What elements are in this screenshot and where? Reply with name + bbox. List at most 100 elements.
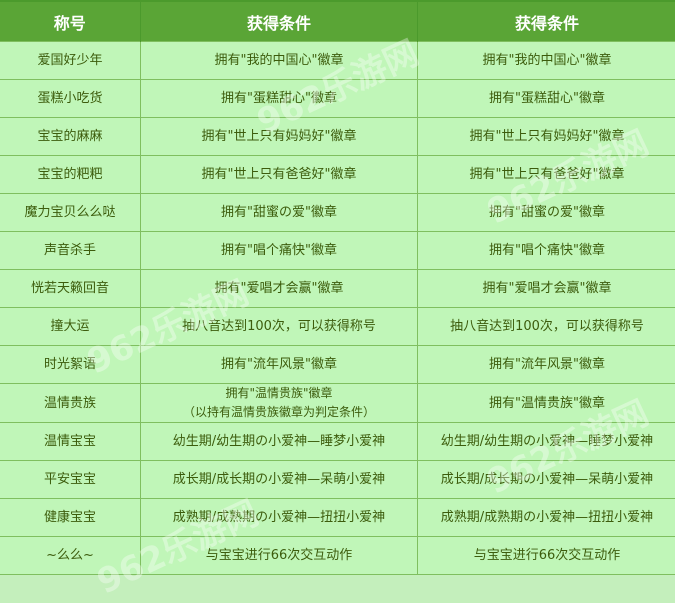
condition-cell: 拥有"温情贵族"徽章 （以持有温情贵族徽章为判定条件） (141, 384, 418, 423)
condition-cell: 拥有"温情贵族"徽章 (418, 384, 675, 423)
title-cell-text: 恍若天籁回音 (31, 281, 109, 296)
condition-cell-text: 幼生期/幼生期の小爱神—睡梦小爱神 (441, 434, 653, 449)
condition-cell-text: 与宝宝进行66次交互动作 (206, 548, 353, 563)
condition-cell: 拥有"流年风景"徽章 (418, 346, 675, 384)
title-cell: 时光絮语 (0, 346, 141, 384)
header-title: 称号 (0, 1, 141, 42)
table-row: 宝宝的麻麻 拥有"世上只有妈妈好"徽章 拥有"世上只有妈妈好"徽章 (0, 118, 675, 156)
condition-cell-text: 拥有"流年风景"徽章 (221, 357, 337, 372)
condition-cell: 拥有"流年风景"徽章 (141, 346, 418, 384)
header-row: 称号 获得条件 获得条件 (0, 1, 675, 42)
header-condition: 获得条件 (418, 1, 675, 42)
condition-cell-text: 拥有"蛋糕甜心"徽章 (221, 91, 337, 106)
condition-cell: 拥有"世上只有妈妈好"徽章 (141, 118, 418, 156)
condition-cell-text: 拥有"温情贵族"徽章 (489, 396, 605, 411)
title-cell: 撞大运 (0, 308, 141, 346)
condition-cell: 成熟期/成熟期の小爱神—扭扭小爱神 (418, 499, 675, 537)
condition-cell: 拥有"甜蜜の爱"徽章 (141, 194, 418, 232)
condition-cell-text: 成熟期/成熟期の小爱神—扭扭小爱神 (173, 510, 385, 525)
table-row: 温情贵族 拥有"温情贵族"徽章 （以持有温情贵族徽章为判定条件） 拥有"温情贵族"徽章 (0, 384, 675, 423)
title-cell: 爱国好少年 (0, 42, 141, 80)
header-condition: 获得条件 (141, 1, 418, 42)
condition-cell-text: 拥有"世上只有爸爸好"徽章 (470, 167, 625, 182)
condition-cell-text: 拥有"甜蜜の爱"徽章 (221, 205, 337, 220)
condition-cell: 抽八音达到100次，可以获得称号 (418, 308, 675, 346)
title-cell: 恍若天籁回音 (0, 270, 141, 308)
condition-cell-text: 拥有"世上只有妈妈好"徽章 (202, 129, 357, 144)
title-cell-text: ~么么~ (46, 548, 94, 563)
condition-cell: 拥有"我的中国心"徽章 (418, 42, 675, 80)
condition-cell-text: 成长期/成长期の小爱神—呆萌小爱神 (173, 472, 385, 487)
condition-cell-text: 拥有"我的中国心"徽章 (483, 53, 612, 68)
title-cell: 宝宝的粑粑 (0, 156, 141, 194)
condition-cell: 拥有"世上只有爸爸好"徽章 (141, 156, 418, 194)
condition-cell: 成熟期/成熟期の小爱神—扭扭小爱神 (141, 499, 418, 537)
condition-cell-text: 成熟期/成熟期の小爱神—扭扭小爱神 (441, 510, 653, 525)
title-cell: 蛋糕小吃货 (0, 80, 141, 118)
condition-cell-text: 拥有"爱唱才会赢"徽章 (483, 281, 612, 296)
table-row: 平安宝宝 成长期/成长期の小爱神—呆萌小爱神 成长期/成长期の小爱神—呆萌小爱神 (0, 461, 675, 499)
condition-cell: 成长期/成长期の小爱神—呆萌小爱神 (418, 461, 675, 499)
title-cell-text: 平安宝宝 (44, 472, 96, 487)
title-cell: 温情贵族 (0, 384, 141, 423)
condition-cell: 与宝宝进行66次交互动作 (418, 537, 675, 575)
condition-cell: 抽八音达到100次，可以获得称号 (141, 308, 418, 346)
table-row: 撞大运 抽八音达到100次，可以获得称号 抽八音达到100次，可以获得称号 (0, 308, 675, 346)
condition-cell: 拥有"爱唱才会赢"徽章 (141, 270, 418, 308)
table-row: 健康宝宝 成熟期/成熟期の小爱神—扭扭小爱神 成熟期/成熟期の小爱神—扭扭小爱神 (0, 499, 675, 537)
condition-cell: 幼生期/幼生期の小爱神—睡梦小爱神 (141, 423, 418, 461)
condition-cell-text: 拥有"我的中国心"徽章 (215, 53, 344, 68)
table-row: 时光絮语 拥有"流年风景"徽章 拥有"流年风景"徽章 (0, 346, 675, 384)
title-cell-text: 温情贵族 (44, 396, 96, 411)
condition-cell: 拥有"唱个痛快"徽章 (418, 232, 675, 270)
table-row: 恍若天籁回音 拥有"爱唱才会赢"徽章 拥有"爱唱才会赢"徽章 (0, 270, 675, 308)
condition-cell: 拥有"我的中国心"徽章 (141, 42, 418, 80)
table-row: 魔力宝贝么么哒拥有"甜蜜の爱"徽章拥有"甜蜜の爱"徽章 (0, 194, 675, 232)
title-cell-text: 宝宝的粑粑 (37, 167, 102, 182)
title-conditions-table: 称号 获得条件 获得条件 爱国好少年 拥有"我的中国心"徽章 拥有"我的中国心"徽章… (0, 0, 675, 575)
condition-cell-text: 与宝宝进行66次交互动作 (474, 548, 621, 563)
condition-note: （以持有温情贵族徽章为判定条件） (183, 405, 375, 419)
title-cell-text: 声音杀手 (44, 243, 96, 258)
table-row: 声音杀手 拥有"唱个痛快"徽章 拥有"唱个痛快"徽章 (0, 232, 675, 270)
title-cell: ~么么~ (0, 537, 141, 575)
title-cell-text: 魔力宝贝么么哒 (24, 205, 115, 220)
condition-cell-text: 抽八音达到100次，可以获得称号 (450, 319, 644, 334)
condition-cell-text: 拥有"世上只有妈妈好"徽章 (470, 129, 625, 144)
condition-cell: 成长期/成长期の小爱神—呆萌小爱神 (141, 461, 418, 499)
table-row: 爱国好少年 拥有"我的中国心"徽章 拥有"我的中国心"徽章 (0, 42, 675, 80)
condition-cell-text: 拥有"世上只有爸爸好"徽章 (202, 167, 357, 182)
condition-cell-text: 成长期/成长期の小爱神—呆萌小爱神 (441, 472, 653, 487)
table-row: 宝宝的粑粑 拥有"世上只有爸爸好"徽章 拥有"世上只有爸爸好"徽章 (0, 156, 675, 194)
condition-cell: 拥有"世上只有妈妈好"徽章 (418, 118, 675, 156)
table-row: 蛋糕小吃货 拥有"蛋糕甜心"徽章 拥有"蛋糕甜心"徽章 (0, 80, 675, 118)
title-cell: 健康宝宝 (0, 499, 141, 537)
title-cell: 声音杀手 (0, 232, 141, 270)
condition-cell: 拥有"蛋糕甜心"徽章 (141, 80, 418, 118)
condition-cell: 与宝宝进行66次交互动作 (141, 537, 418, 575)
title-cell-text: 宝宝的麻麻 (37, 129, 102, 144)
condition-cell-text: 拥有"爱唱才会赢"徽章 (215, 281, 344, 296)
title-cell: 魔力宝贝么么哒 (0, 194, 141, 232)
table-row: ~么么~ 与宝宝进行66次交互动作 与宝宝进行66次交互动作 (0, 537, 675, 575)
condition-cell-text: 抽八音达到100次，可以获得称号 (182, 319, 376, 334)
condition-cell-text: 拥有"蛋糕甜心"徽章 (489, 91, 605, 106)
title-cell-text: 健康宝宝 (44, 510, 96, 525)
condition-cell-text: 幼生期/幼生期の小爱神—睡梦小爱神 (173, 434, 385, 449)
title-cell-text: 爱国好少年 (37, 53, 102, 68)
title-cell-text: 蛋糕小吃货 (37, 91, 102, 106)
title-cell: 温情宝宝 (0, 423, 141, 461)
condition-cell-text: 拥有"流年风景"徽章 (489, 357, 605, 372)
title-cell: 宝宝的麻麻 (0, 118, 141, 156)
condition-cell-text: 拥有"唱个痛快"徽章 (221, 243, 337, 258)
table-row: 温情宝宝 幼生期/幼生期の小爱神—睡梦小爱神 幼生期/幼生期の小爱神—睡梦小爱神 (0, 423, 675, 461)
title-cell-text: 撞大运 (50, 319, 89, 334)
condition-cell: 拥有"爱唱才会赢"徽章 (418, 270, 675, 308)
title-cell-text: 温情宝宝 (44, 434, 96, 449)
condition-cell: 幼生期/幼生期の小爱神—睡梦小爱神 (418, 423, 675, 461)
title-cell: 平安宝宝 (0, 461, 141, 499)
condition-cell: 拥有"世上只有爸爸好"徽章 (418, 156, 675, 194)
title-cell-text: 时光絮语 (44, 357, 96, 372)
condition-cell: 拥有"蛋糕甜心"徽章 (418, 80, 675, 118)
condition-cell-text: 拥有"温情贵族"徽章 (225, 386, 332, 400)
